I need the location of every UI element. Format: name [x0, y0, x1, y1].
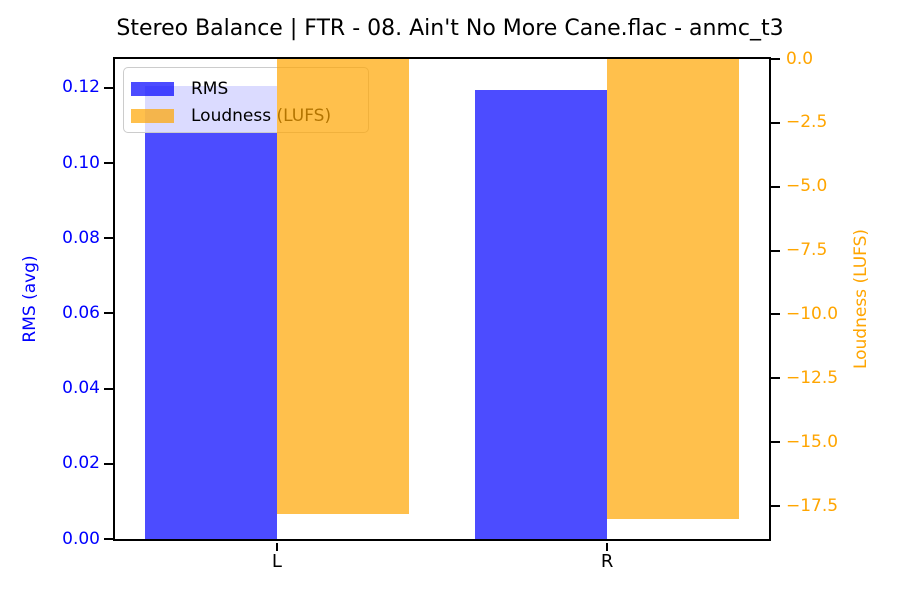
- right-tick-label: 0.0: [786, 48, 814, 69]
- left-tick-mark: [104, 538, 113, 540]
- left-tick-mark: [104, 312, 113, 315]
- right-tick-mark: [771, 249, 780, 252]
- left-axis-label: RMS (avg): [20, 255, 40, 343]
- right-tick-label: −7.5: [786, 240, 828, 261]
- right-tick-label: −15.0: [786, 431, 839, 452]
- chart-title: Stereo Balance | FTR - 08. Ain't No More…: [116, 16, 784, 41]
- loudness-bar-r: [607, 59, 740, 519]
- right-tick-mark: [771, 121, 780, 124]
- rms-bar-l: [144, 86, 277, 539]
- x-tick-mark: [275, 543, 278, 551]
- rms-legend-swatch: [131, 81, 174, 96]
- right-tick-mark: [771, 185, 780, 188]
- left-tick-label: 0.00: [62, 528, 100, 549]
- right-tick-mark: [771, 313, 780, 316]
- right-tick-label: −2.5: [786, 112, 828, 133]
- rms-legend-label: RMS: [191, 78, 229, 99]
- left-tick-mark: [104, 86, 113, 89]
- loudness-legend-swatch: [131, 108, 174, 123]
- x-tick-mark: [606, 543, 609, 551]
- left-tick-mark: [104, 387, 113, 390]
- right-tick-mark: [771, 441, 780, 444]
- rms-bars-layer: [115, 59, 769, 539]
- x-tick-label: L: [271, 551, 282, 572]
- right-tick-label: −5.0: [786, 176, 828, 197]
- right-tick-mark: [771, 58, 780, 60]
- right-tick-mark: [771, 505, 780, 508]
- legend-item-rms: RMS: [131, 75, 358, 102]
- right-axis-label: Loudness (LUFS): [851, 228, 871, 370]
- right-tick-mark: [771, 377, 780, 380]
- left-tick-label: 0.02: [62, 453, 100, 474]
- right-tick-label: −12.5: [786, 367, 839, 388]
- right-tick-label: −10.0: [786, 303, 839, 324]
- left-tick-mark: [104, 162, 113, 165]
- right-tick-label: −17.5: [786, 495, 839, 516]
- x-tick-label: R: [600, 551, 614, 572]
- rms-bar-r: [475, 89, 608, 539]
- loudness-bar-l: [276, 59, 409, 514]
- left-tick-mark: [104, 462, 113, 465]
- left-tick-mark: [104, 237, 113, 240]
- loudness-bars-layer: [115, 59, 769, 539]
- plot-area: RMS Loudness (LUFS): [113, 57, 771, 541]
- left-tick-label: 0.12: [62, 77, 100, 98]
